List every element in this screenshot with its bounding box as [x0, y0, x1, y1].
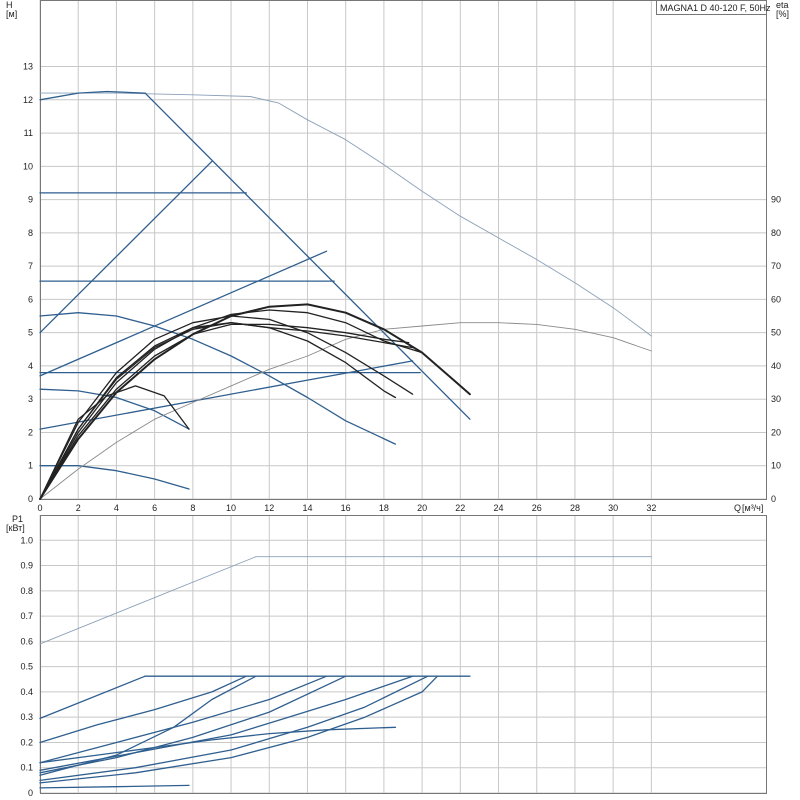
power-4-curve — [39, 675, 328, 764]
eff-3-curve — [39, 322, 414, 500]
efficiency-tick-label: 0 — [771, 494, 776, 504]
flow-tick-label: 20 — [417, 503, 427, 513]
power-tick-label: 0 — [28, 788, 33, 798]
flow-tick-label: 32 — [646, 503, 656, 513]
prop-high-curve — [39, 160, 213, 334]
flow-tick-label: 2 — [76, 503, 81, 513]
head-axis-label: H — [6, 0, 13, 10]
flow-axis-label: Q — [734, 503, 741, 513]
head-tick-label: 5 — [28, 328, 33, 338]
efficiency-tick-label: 70 — [771, 261, 781, 271]
head-tick-label: 3 — [28, 394, 33, 404]
head-tick-label: 4 — [28, 361, 33, 371]
speed-low-curve — [39, 465, 190, 490]
power-tick-label: 0.3 — [20, 712, 33, 722]
eff-6-curve — [39, 322, 397, 500]
power-tick-label: 0.6 — [20, 636, 33, 646]
efficiency-tick-label: 10 — [771, 461, 781, 471]
efficiency-axis-unit: [%] — [776, 9, 789, 19]
power-tick-label: 0.8 — [20, 586, 33, 596]
power-5-curve — [39, 675, 347, 774]
head-max-twin-curve — [39, 92, 652, 337]
head-panel: 0 2 4 6 8 10 12 14 16 18 20 22 24 26 28 30 3201234567891… — [6, 0, 789, 513]
power-tick-label: 1.0 — [20, 535, 33, 545]
power-8-curve — [39, 675, 439, 784]
efficiency-tick-label: 20 — [771, 427, 781, 437]
head-max-single-curve — [39, 90, 146, 101]
power-6-curve — [39, 675, 414, 771]
efficiency-axis-label: eta — [776, 0, 789, 10]
power-tick-label: 0.2 — [20, 737, 33, 747]
power-2-curve — [39, 675, 247, 744]
speed-high-curve — [39, 312, 397, 445]
head-tick-label: 13 — [23, 62, 33, 72]
eff-7-curve — [39, 385, 190, 500]
flow-tick-label: 30 — [608, 503, 618, 513]
efficiency-tick-label: 40 — [771, 361, 781, 371]
efficiency-tick-label: 50 — [771, 328, 781, 338]
head-max-limit-curve — [144, 92, 471, 420]
power-7-curve — [39, 675, 429, 782]
efficiency-tick-label: 30 — [771, 394, 781, 404]
head-tick-label: 11 — [24, 128, 33, 138]
flow-tick-label: 10 — [226, 503, 236, 513]
head-tick-label: 6 — [28, 294, 33, 304]
eff-4-curve — [39, 323, 410, 500]
flow-tick-label: 0 — [37, 503, 42, 513]
head-grid — [39, 0, 766, 500]
power-axis-label: P1 — [12, 514, 23, 524]
head-tick-label: 10 — [23, 161, 33, 171]
efficiency-tick-label: 60 — [771, 294, 781, 304]
flow-tick-label: 28 — [570, 503, 580, 513]
speed-mid-curve — [39, 388, 190, 430]
eff-twin-curve — [39, 322, 652, 500]
power-3-curve — [39, 675, 257, 776]
flow-tick-label: 8 — [190, 503, 195, 513]
power-10-curve — [39, 784, 190, 789]
power-tick-label: 0.5 — [20, 662, 33, 672]
head-tick-labels: 0 2 4 6 8 10 12 14 16 18 20 22 24 26 28 30 3201234567891… — [23, 62, 781, 513]
head-axis-unit: [м] — [6, 9, 17, 19]
flow-tick-label: 14 — [302, 503, 312, 513]
flow-tick-label: 16 — [341, 503, 351, 513]
flow-tick-label: 6 — [152, 503, 157, 513]
power-axis-unit: [кВт] — [6, 523, 25, 533]
head-tick-label: 7 — [28, 261, 33, 271]
power-twin-curve — [39, 556, 652, 645]
flow-tick-label: 22 — [455, 503, 465, 513]
head-tick-label: 2 — [28, 427, 33, 437]
head-plot-frame — [40, 0, 767, 500]
flow-tick-label: 12 — [264, 503, 274, 513]
eff-5-curve — [39, 315, 414, 500]
head-tick-label: 12 — [23, 95, 33, 105]
chart-title: MAGNA1 D 40-120 F, 50Hz — [660, 3, 771, 13]
efficiency-tick-label: 80 — [771, 228, 781, 238]
flow-tick-label: 18 — [379, 503, 389, 513]
power-tick-label: 0.9 — [20, 561, 33, 571]
efficiency-tick-label: 90 — [771, 195, 781, 205]
title-box — [656, 0, 767, 15]
eff-1-curve — [39, 303, 471, 500]
power-9-curve — [39, 726, 397, 764]
power-series — [39, 556, 652, 789]
flow-tick-label: 24 — [494, 503, 504, 513]
head-series — [39, 90, 652, 500]
flow-axis-unit: [м³/ч] — [742, 503, 763, 513]
power-tick-label: 0.7 — [20, 611, 33, 621]
head-tick-label: 1 — [28, 461, 33, 471]
head-tick-label: 0 — [28, 494, 33, 504]
power-1-curve — [39, 675, 146, 720]
head-tick-label: 9 — [28, 195, 33, 205]
flow-tick-label: 26 — [532, 503, 542, 513]
power-tick-labels: 0 0.1 0.2 0.3 0.4 0.5 0.6 0.7 0.8 0.9 1.0 — [20, 535, 33, 798]
power-tick-label: 0.1 — [20, 763, 33, 773]
power-panel: 0 0.1 0.2 0.3 0.4 0.5 0.6 0.7 0.8 0.9 1.0 P1 [кВт] — [6, 514, 767, 798]
power-tick-label: 0.4 — [20, 687, 33, 697]
head-tick-label: 8 — [28, 228, 33, 238]
power-plot-frame — [40, 515, 767, 794]
flow-tick-label: 4 — [114, 503, 119, 513]
prop-mid-curve — [39, 250, 328, 377]
